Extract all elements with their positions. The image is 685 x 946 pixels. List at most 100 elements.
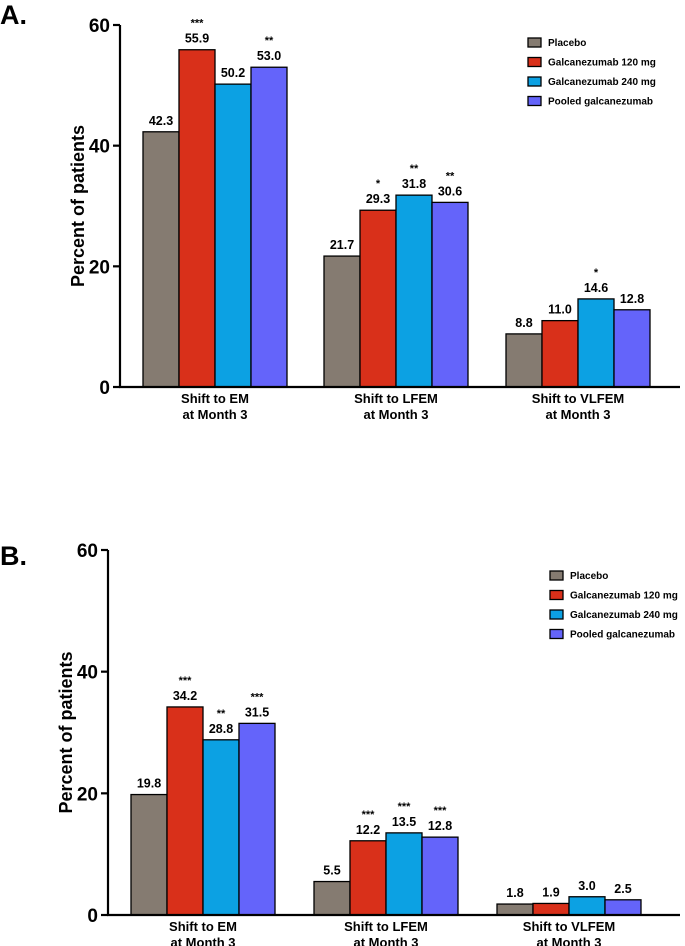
legend-label: Pooled galcanezumab [548, 97, 653, 108]
value-label: 14.6 [584, 281, 608, 295]
bar-1-3 [202, 739, 240, 916]
bar-2-1 [323, 255, 361, 388]
bar-3-2 [541, 319, 579, 388]
value-label: 3.0 [578, 879, 595, 893]
value-label: 12.2 [356, 823, 380, 837]
x-tick-label: at Month 3 [537, 935, 602, 946]
bar-3-2 [532, 902, 570, 916]
legend-label: Placebo [570, 571, 608, 582]
x-tick-label: Shift to LFEM [344, 919, 428, 934]
legend-label: Galcanezumab 120 mg [570, 591, 678, 602]
significance-marker: *** [179, 675, 193, 687]
x-tick-label: Shift to EM [181, 391, 249, 406]
value-label: 42.3 [149, 114, 173, 128]
bar-3-4 [613, 309, 651, 388]
legend-swatch-1 [549, 570, 564, 581]
bar-3-3 [577, 298, 615, 388]
legend-label: Placebo [548, 38, 586, 49]
value-label: 34.2 [173, 689, 197, 703]
y-tick-label: 0 [99, 378, 110, 399]
x-tick-label: Shift to VLFEM [532, 391, 624, 406]
significance-marker: *** [398, 801, 412, 813]
legend-label: Galcanezumab 240 mg [570, 610, 678, 621]
value-label: 1.8 [506, 886, 523, 900]
x-tick-label: at Month 3 [364, 407, 429, 422]
value-label: 50.2 [221, 66, 245, 80]
legend-swatch-2 [527, 56, 542, 68]
panel-label-a: A. [0, 0, 27, 30]
value-label: 13.5 [392, 815, 416, 829]
significance-marker: ** [265, 35, 274, 47]
bar-1-2 [178, 49, 216, 388]
value-label: 55.9 [185, 32, 209, 46]
value-label: 11.0 [548, 303, 572, 317]
bar-2-4 [421, 836, 459, 916]
x-tick-label: at Month 3 [546, 407, 611, 422]
value-label: 31.5 [245, 705, 269, 719]
bar-2-1 [313, 880, 351, 916]
bar-2-3 [385, 832, 423, 916]
value-label: 8.8 [515, 316, 532, 330]
x-tick-label: Shift to VLFEM [523, 919, 615, 934]
legend-swatch-3 [549, 609, 564, 620]
bar-2-4 [431, 201, 469, 388]
bar-1-2 [166, 706, 204, 916]
significance-marker: *** [362, 809, 376, 821]
value-label: 30.6 [438, 184, 462, 198]
y-axis-label: Percent of patients [68, 125, 88, 287]
bar-3-4 [604, 899, 642, 916]
y-tick-label: 20 [89, 257, 110, 278]
y-tick-label: 60 [77, 541, 98, 562]
value-label: 28.8 [209, 722, 233, 736]
legend-label: Pooled galcanezumab [570, 630, 675, 641]
value-label: 2.5 [614, 882, 631, 896]
legend-swatch-4 [527, 95, 542, 107]
bar-1-1 [130, 793, 168, 916]
legend-swatch-3 [527, 76, 542, 87]
panel-label-b: B. [0, 541, 27, 571]
bar-chart-b: B. Percent of patients 19.8 34.2 *** 28.8 ** 31… [0, 541, 680, 946]
bar-1-4 [250, 66, 288, 388]
legend-label: Galcanezumab 120 mg [548, 58, 656, 69]
value-label: 31.8 [402, 177, 426, 191]
y-tick-label: 0 [87, 906, 98, 927]
value-label: 53.0 [257, 49, 281, 63]
bar-3-3 [568, 896, 606, 916]
bar-chart-a: A.Percent of patients42.355.9***50.253.0… [0, 0, 680, 422]
significance-marker: *** [191, 18, 205, 30]
y-tick-label: 20 [77, 784, 98, 805]
significance-marker: * [594, 267, 599, 279]
significance-marker: ** [217, 708, 226, 720]
y-axis-label: Percent of patients [56, 651, 76, 813]
x-tick-label: at Month 3 [183, 407, 248, 422]
value-label: 29.3 [366, 192, 390, 206]
significance-marker: ** [410, 163, 419, 175]
significance-marker: * [376, 178, 381, 190]
bar-1-3 [214, 83, 252, 388]
value-label: 21.7 [330, 238, 354, 252]
value-label: 19.8 [137, 777, 161, 791]
bar-1-4 [238, 722, 276, 916]
y-tick-label: 40 [89, 137, 110, 158]
x-tick-label: Shift to LFEM [354, 391, 438, 406]
y-tick-label: 60 [89, 16, 110, 37]
value-label: 12.8 [428, 819, 452, 833]
bar-2-2 [359, 209, 397, 388]
value-label: 5.5 [323, 864, 340, 878]
chart-panel-a: A. Percent of patients 42.3 55.9 *** 50.2 53.0… [0, 0, 685, 440]
chart-panel-b: B. Percent of patients 19.8 34.2 *** 28.8 ** 31… [0, 520, 685, 946]
value-label: 1.9 [542, 885, 559, 899]
significance-marker: *** [434, 805, 448, 817]
y-tick-label: 40 [77, 663, 98, 684]
bar-3-1 [505, 333, 543, 388]
legend-label: Galcanezumab 240 mg [548, 77, 656, 88]
legend-swatch-1 [527, 37, 542, 48]
bar-1-1 [142, 131, 180, 388]
x-tick-label: at Month 3 [171, 935, 236, 946]
x-tick-label: Shift to EM [169, 919, 237, 934]
legend-swatch-4 [549, 628, 564, 640]
significance-marker: ** [446, 170, 455, 182]
legend-swatch-2 [549, 589, 564, 601]
value-label: 12.8 [620, 292, 644, 306]
bar-2-2 [349, 840, 387, 916]
